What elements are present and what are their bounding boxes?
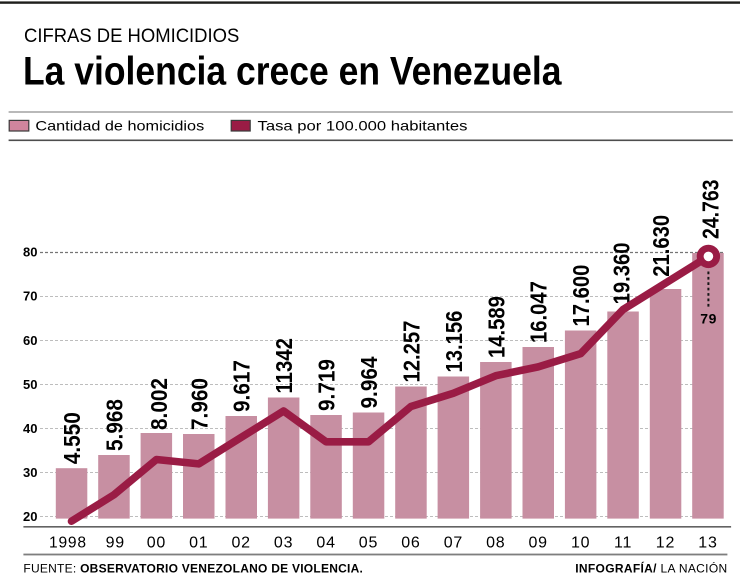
svg-text:Cantidad de homicidios: Cantidad de homicidios <box>35 118 204 134</box>
svg-text:04: 04 <box>316 534 335 551</box>
svg-text:21.630: 21.630 <box>648 215 675 277</box>
svg-text:03: 03 <box>274 534 293 551</box>
svg-text:19.360: 19.360 <box>608 243 635 305</box>
svg-text:05: 05 <box>359 534 378 551</box>
svg-text:11342: 11342 <box>271 338 297 393</box>
svg-text:30: 30 <box>23 465 37 480</box>
svg-text:7.960: 7.960 <box>186 378 212 430</box>
svg-text:12: 12 <box>656 534 675 551</box>
svg-text:60: 60 <box>23 333 37 348</box>
svg-text:9.719: 9.719 <box>314 359 340 411</box>
svg-text:17.600: 17.600 <box>568 265 595 327</box>
svg-text:06: 06 <box>401 534 420 551</box>
svg-text:INFOGRAFÍA/ LA NACIÓN: INFOGRAFÍA/ LA NACIÓN <box>575 561 727 576</box>
svg-text:11: 11 <box>614 534 632 551</box>
svg-text:CIFRAS DE HOMICIDIOS: CIFRAS DE HOMICIDIOS <box>24 26 239 47</box>
svg-text:07: 07 <box>444 534 463 551</box>
svg-text:FUENTE: OBSERVATORIO VENEZOLAN: FUENTE: OBSERVATORIO VENEZOLANO DE VIOLE… <box>23 562 363 576</box>
svg-text:70: 70 <box>23 289 37 304</box>
svg-text:50: 50 <box>23 377 37 392</box>
svg-text:20: 20 <box>23 509 37 524</box>
svg-text:79: 79 <box>700 310 717 326</box>
svg-text:80: 80 <box>23 245 37 260</box>
svg-text:9.617: 9.617 <box>229 360 255 412</box>
svg-text:9.964: 9.964 <box>356 356 382 409</box>
svg-text:5.968: 5.968 <box>101 399 127 451</box>
svg-text:13.156: 13.156 <box>441 311 468 373</box>
svg-text:00: 00 <box>147 534 166 551</box>
svg-text:14.589: 14.589 <box>483 296 510 358</box>
svg-text:13: 13 <box>698 534 717 551</box>
svg-text:09: 09 <box>528 534 547 551</box>
svg-text:02: 02 <box>231 534 250 551</box>
svg-text:16.047: 16.047 <box>525 281 552 343</box>
svg-text:4.550: 4.550 <box>59 412 85 464</box>
svg-text:08: 08 <box>486 534 505 551</box>
svg-text:01: 01 <box>189 534 208 551</box>
svg-text:10: 10 <box>571 534 590 551</box>
svg-text:1998: 1998 <box>49 534 87 551</box>
svg-text:12.257: 12.257 <box>398 321 425 383</box>
svg-text:8.002: 8.002 <box>146 378 172 430</box>
svg-text:24.763: 24.763 <box>698 179 724 239</box>
svg-text:La violencia crece en Venezuel: La violencia crece en Venezuela <box>23 50 562 94</box>
svg-text:40: 40 <box>23 421 37 436</box>
svg-text:Tasa por 100.000 habitantes: Tasa por 100.000 habitantes <box>258 118 468 134</box>
svg-text:99: 99 <box>106 534 125 551</box>
